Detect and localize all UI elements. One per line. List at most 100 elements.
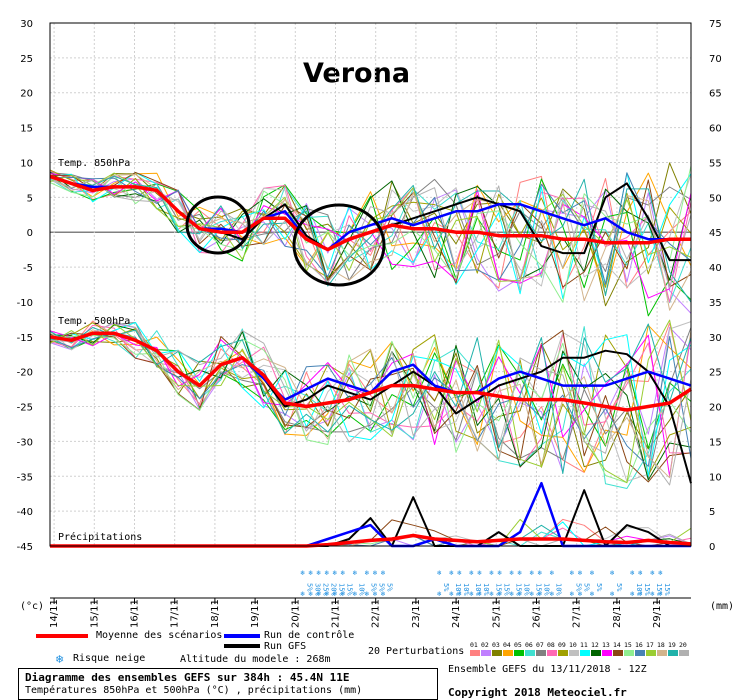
perturbation-id: 10 bbox=[569, 641, 577, 649]
x-tick-label: 21/11 bbox=[331, 599, 342, 628]
perturbation-swatch bbox=[569, 650, 579, 656]
legend-control-label: Run de contrôle bbox=[264, 630, 355, 641]
perturbation-swatch bbox=[591, 650, 601, 656]
highlight-circle-2 bbox=[292, 203, 386, 287]
snow-risk-label: 10% bbox=[555, 583, 563, 596]
left-tick-label: -25 bbox=[17, 403, 33, 414]
grid bbox=[50, 22, 691, 547]
right-tick-label: 10 bbox=[709, 472, 722, 483]
perturbation-swatch bbox=[602, 650, 612, 656]
left-tick-label: 20 bbox=[20, 89, 33, 100]
right-tick-label: 35 bbox=[709, 298, 722, 309]
perturbation-850-16 bbox=[49, 172, 692, 285]
left-tick-label: -30 bbox=[17, 437, 33, 448]
snow-risk-label: 5% bbox=[442, 583, 450, 592]
perturbation-850-19 bbox=[49, 175, 692, 303]
snow-risk-label: 10% bbox=[543, 583, 551, 596]
perturbation-swatch bbox=[481, 650, 491, 656]
left-tick-label: 15 bbox=[20, 124, 33, 135]
snow-risk-row: ❄5%❄❄30%❄❄25%❄❄20%❄❄15%❄❄15%❄❄10%❄❄5%❄❄5… bbox=[300, 569, 671, 598]
snow-icon: ❄ bbox=[316, 569, 320, 577]
left-tick-label: 30 bbox=[20, 19, 33, 30]
snow-icon: ❄ bbox=[578, 569, 582, 577]
snow-icon: ❄ bbox=[316, 590, 320, 598]
panel-label-850: Temp. 850hPa bbox=[58, 158, 130, 169]
snow-icon: ❄ bbox=[477, 590, 481, 598]
snow-icon: ❄ bbox=[469, 569, 473, 577]
snow-risk-label: 10% bbox=[482, 583, 490, 596]
snow-icon: ❄ bbox=[55, 653, 64, 666]
right-tick-label: 25 bbox=[709, 368, 722, 379]
x-tick-label: 18/11 bbox=[210, 599, 221, 628]
perturbation-id: 07 bbox=[536, 641, 544, 649]
legend: ❄ 01 02 03 04 05 06 07 08 09 10 11 12 13 14 15 16 17 18 19… bbox=[36, 634, 689, 666]
perturbation-swatch bbox=[624, 650, 634, 656]
x-tick-label: 28/11 bbox=[612, 599, 623, 628]
snow-icon: ❄ bbox=[529, 590, 533, 598]
snow-risk-label: 15% bbox=[514, 583, 522, 596]
perturbation-swatch bbox=[668, 650, 678, 656]
snow-icon: ❄ bbox=[353, 590, 357, 598]
perturbation-850-04 bbox=[49, 172, 692, 295]
right-tick-label: 40 bbox=[709, 263, 722, 274]
snow-icon: ❄ bbox=[497, 590, 501, 598]
snow-icon: ❄ bbox=[497, 569, 501, 577]
snow-icon: ❄ bbox=[437, 590, 441, 598]
perturbation-500-19 bbox=[49, 323, 692, 474]
snow-icon: ❄ bbox=[333, 590, 337, 598]
left-tick-label: -20 bbox=[17, 368, 33, 379]
snow-risk-label: 15% bbox=[663, 583, 671, 596]
right-tick-label: 60 bbox=[709, 124, 722, 135]
left-tick-label: -5 bbox=[23, 263, 33, 274]
snow-icon: ❄ bbox=[308, 590, 312, 598]
perturbation-500-07 bbox=[49, 322, 692, 479]
snow-risk-label: 25% bbox=[321, 583, 329, 596]
right-tick-label: 45 bbox=[709, 228, 722, 239]
perturbation-500-14 bbox=[49, 329, 692, 483]
perturbation-500-15 bbox=[49, 334, 692, 484]
snow-icon: ❄ bbox=[638, 569, 642, 577]
snow-icon: ❄ bbox=[610, 569, 614, 577]
snow-risk-label: 30% bbox=[313, 583, 321, 596]
snow-icon: ❄ bbox=[630, 590, 634, 598]
perturbation-id: 04 bbox=[503, 641, 511, 649]
panel-label-500: Temp. 500hPa bbox=[58, 316, 130, 327]
perturbation-id: 03 bbox=[492, 641, 500, 649]
perturbation-swatch bbox=[646, 650, 656, 656]
x-tick-label: 15/11 bbox=[89, 599, 100, 628]
x-tick-label: 23/11 bbox=[411, 599, 422, 628]
perturbation-swatch bbox=[547, 650, 557, 656]
snow-icon: ❄ bbox=[650, 590, 654, 598]
perturbation-id: 19 bbox=[668, 641, 676, 649]
right-tick-label: 30 bbox=[709, 333, 722, 344]
snow-icon: ❄ bbox=[437, 569, 441, 577]
snow-icon: ❄ bbox=[570, 569, 574, 577]
perturbation-id: 16 bbox=[635, 641, 643, 649]
snow-icon: ❄ bbox=[308, 569, 312, 577]
left-axis-unit: (°c) bbox=[20, 601, 44, 612]
x-tick-label: 17/11 bbox=[170, 599, 181, 628]
perturbation-swatch bbox=[470, 650, 480, 656]
perturbation-id: 12 bbox=[591, 641, 599, 649]
perturbation-500-20 bbox=[49, 321, 692, 486]
perturbation-500-18 bbox=[49, 329, 692, 479]
perturbation-850-20 bbox=[49, 177, 692, 291]
perturbation-id: 02 bbox=[481, 641, 489, 649]
mean-line-precip bbox=[50, 533, 692, 548]
perturbation-swatch bbox=[580, 650, 590, 656]
snow-icon: ❄ bbox=[658, 569, 662, 577]
snow-risk-label: 20% bbox=[329, 583, 337, 596]
x-tick-label: 25/11 bbox=[491, 599, 502, 628]
left-tick-label: -35 bbox=[17, 472, 33, 483]
mean-line-t850 bbox=[49, 174, 691, 252]
snow-icon: ❄ bbox=[373, 590, 377, 598]
perturbation-swatch bbox=[492, 650, 502, 656]
x-tick-label: 24/11 bbox=[451, 599, 462, 628]
x-tick-label: 16/11 bbox=[130, 599, 141, 628]
right-tick-label: 75 bbox=[709, 19, 722, 30]
snow-icon: ❄ bbox=[489, 569, 493, 577]
x-tick-label: 27/11 bbox=[572, 599, 583, 628]
right-tick-label: 55 bbox=[709, 158, 722, 169]
footer-run: Ensemble GEFS du 13/11/2018 - 12Z bbox=[448, 664, 647, 675]
snow-icon: ❄ bbox=[509, 569, 513, 577]
